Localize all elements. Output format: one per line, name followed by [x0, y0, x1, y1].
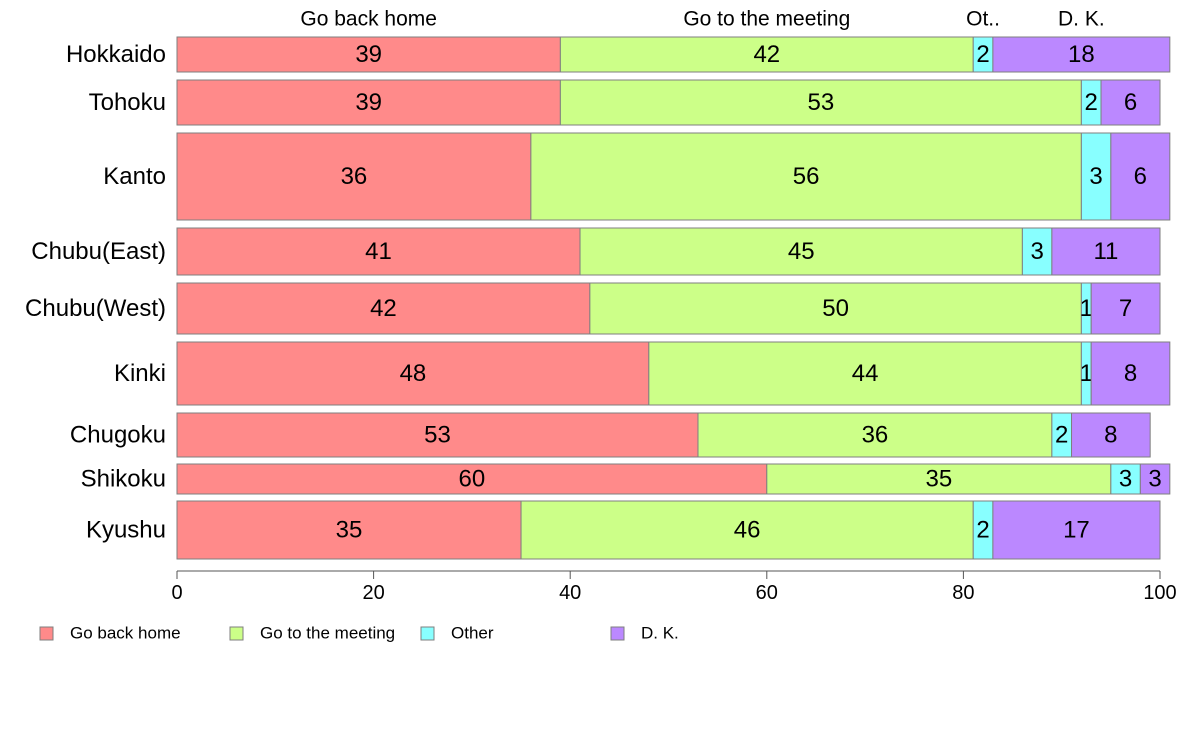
category-label-kinki: Kinki: [114, 360, 166, 387]
category-label-hokkaido: Hokkaido: [66, 41, 166, 68]
legend-label-go-to-the-meeting: Go to the meeting: [260, 624, 395, 643]
legend-swatch-go-to-the-meeting: [229, 626, 244, 641]
value-label-kyushu-d-k: 17: [1063, 517, 1090, 544]
bar-hokkaido-d-k: [992, 36, 1171, 73]
value-label-chubu-east-go-back-home: 41: [365, 238, 392, 265]
bar-chubu-east-other: [1021, 227, 1053, 276]
bar-chugoku-go-to-the-meeting: [697, 412, 1053, 458]
legend-swatch-go-back-home: [39, 626, 54, 641]
top-label-d-k: D. K.: [1058, 8, 1105, 31]
bar-tohoku-d-k: [1100, 79, 1161, 126]
value-label-kyushu-other: 2: [976, 517, 989, 544]
category-label-chugoku: Chugoku: [70, 422, 166, 449]
x-axis: 0 20 40 60 80 100: [171, 570, 1177, 604]
value-label-kinki-go-to-the-meeting: 44: [852, 360, 879, 387]
value-label-kanto-go-to-the-meeting: 56: [793, 163, 820, 190]
bar-chugoku-go-back-home: [176, 412, 699, 458]
value-label-kanto-go-back-home: 36: [341, 163, 368, 190]
bar-chubu-east-d-k: [1051, 227, 1161, 276]
value-label-chubu-west-d-k: 7: [1119, 295, 1132, 322]
value-label-hokkaido-other: 2: [976, 41, 989, 68]
category-label-shikoku: Shikoku: [81, 466, 166, 493]
bar-chubu-west-d-k: [1090, 282, 1161, 335]
value-label-shikoku-go-back-home: 60: [459, 466, 486, 493]
bar-shikoku-go-back-home: [176, 463, 768, 495]
value-label-kinki-go-back-home: 48: [400, 360, 427, 387]
bar-chugoku-d-k: [1071, 412, 1151, 458]
top-label-other: Ot..: [966, 8, 1000, 31]
top-label-go-back-home: Go back home: [300, 8, 437, 31]
value-label-chugoku-other: 2: [1055, 422, 1068, 449]
legend-label-other: Other: [451, 624, 494, 643]
category-label-kanto: Kanto: [103, 163, 166, 190]
bar-kinki-go-back-home: [176, 341, 650, 406]
value-label-kyushu-go-back-home: 35: [336, 517, 363, 544]
legend: Go back home Go to the meeting Other D. K.: [39, 624, 679, 643]
top-label-go-to-the-meeting: Go to the meeting: [683, 8, 850, 31]
bar-kyushu-go-to-the-meeting: [520, 500, 974, 560]
value-label-kanto-other: 3: [1089, 163, 1102, 190]
top-series-labels: Go back home Go to the meeting Ot.. D. K.: [300, 8, 1104, 31]
category-label-tohoku: Tohoku: [89, 89, 166, 116]
value-label-tohoku-go-to-the-meeting: 53: [808, 89, 835, 116]
value-label-chugoku-d-k: 8: [1104, 422, 1117, 449]
x-tick-label-80: 80: [952, 582, 974, 604]
bar-hokkaido-go-back-home: [176, 36, 561, 73]
x-tick-label-60: 60: [756, 582, 778, 604]
value-label-chubu-east-go-to-the-meeting: 45: [788, 238, 815, 265]
bar-kinki-go-to-the-meeting: [648, 341, 1082, 406]
x-tick-label-20: 20: [362, 582, 384, 604]
bar-shikoku-d-k: [1139, 463, 1171, 495]
category-label-chubu-east: Chubu(East): [31, 238, 166, 265]
value-label-chugoku-go-to-the-meeting: 36: [862, 422, 889, 449]
value-label-kanto-d-k: 6: [1134, 163, 1147, 190]
legend-swatch-other: [420, 626, 435, 641]
bar-kanto-go-back-home: [176, 132, 532, 221]
value-label-chubu-east-other: 3: [1030, 238, 1043, 265]
bar-kanto-d-k: [1110, 132, 1171, 221]
bar-hokkaido-go-to-the-meeting: [559, 36, 974, 73]
bar-tohoku-go-back-home: [176, 79, 561, 126]
x-tick-label-0: 0: [171, 582, 182, 604]
legend-label-go-back-home: Go back home: [70, 624, 181, 643]
value-label-shikoku-go-to-the-meeting: 35: [925, 466, 952, 493]
bar-chubu-east-go-to-the-meeting: [579, 227, 1023, 276]
value-label-shikoku-d-k: 3: [1148, 466, 1161, 493]
bar-chubu-east-go-back-home: [176, 227, 581, 276]
value-label-tohoku-go-back-home: 39: [355, 89, 382, 116]
bar-kanto-go-to-the-meeting: [530, 132, 1082, 221]
value-label-hokkaido-d-k: 18: [1068, 41, 1095, 68]
bar-shikoku-other: [1110, 463, 1141, 495]
value-label-hokkaido-go-back-home: 39: [355, 41, 382, 68]
bar-kinki-d-k: [1090, 341, 1171, 406]
x-tick-label-100: 100: [1143, 582, 1176, 604]
value-label-chugoku-go-back-home: 53: [424, 422, 451, 449]
bar-kyushu-d-k: [992, 500, 1161, 560]
value-label-tohoku-other: 2: [1085, 89, 1098, 116]
value-label-kinki-d-k: 8: [1124, 360, 1137, 387]
x-tick-label-40: 40: [559, 582, 581, 604]
value-label-hokkaido-go-to-the-meeting: 42: [753, 41, 780, 68]
value-label-chubu-east-d-k: 11: [1093, 238, 1118, 265]
category-labels: Hokkaido Tohoku Kanto Chubu(East) Chubu(West…: [25, 41, 166, 544]
bar-tohoku-go-to-the-meeting: [559, 79, 1082, 126]
value-label-shikoku-other: 3: [1119, 466, 1132, 493]
bar-kanto-other: [1080, 132, 1112, 221]
category-label-kyushu: Kyushu: [86, 517, 166, 544]
legend-label-d-k: D. K.: [641, 624, 679, 643]
value-label-tohoku-d-k: 6: [1124, 89, 1137, 116]
value-label-chubu-west-go-back-home: 42: [370, 295, 397, 322]
value-label-chubu-west-other: 1: [1080, 295, 1093, 322]
category-label-chubu-west: Chubu(West): [25, 295, 166, 322]
bar-kyushu-go-back-home: [176, 500, 522, 560]
value-label-kinki-other: 1: [1080, 360, 1093, 387]
value-label-chubu-west-go-to-the-meeting: 50: [822, 295, 849, 322]
value-label-kyushu-go-to-the-meeting: 46: [734, 517, 761, 544]
legend-swatch-d-k: [610, 626, 625, 641]
